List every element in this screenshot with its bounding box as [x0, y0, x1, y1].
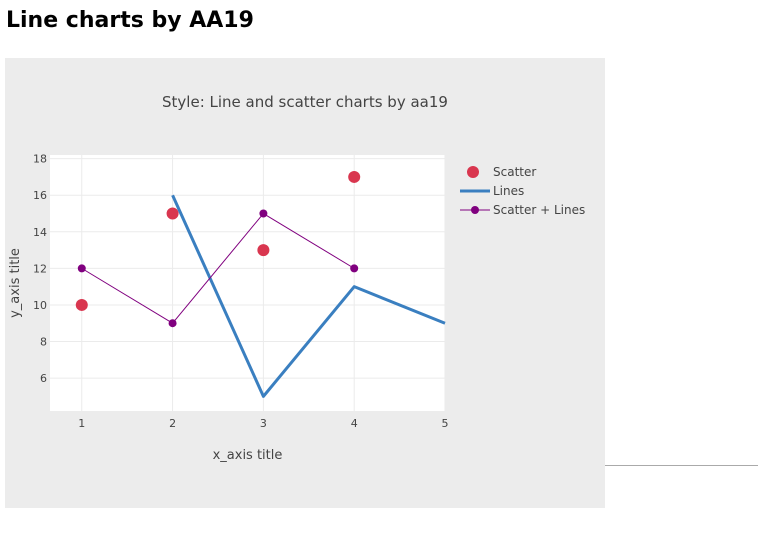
chart-title: Style: Line and scatter charts by aa19 — [162, 93, 448, 111]
series-scatter-lines — [77, 209, 359, 328]
legend-label: Scatter — [493, 165, 536, 179]
y-tick-label: 12 — [33, 262, 47, 275]
y-tick-label: 18 — [33, 153, 47, 166]
series-scatter — [75, 170, 361, 311]
data-point[interactable] — [348, 170, 361, 183]
legend[interactable]: Scatter Lines Scatter + Lines — [460, 165, 585, 217]
y-tick-label: 8 — [40, 336, 47, 349]
data-point[interactable] — [259, 209, 268, 218]
grid-lines — [50, 155, 446, 411]
series-layer — [75, 170, 446, 398]
series-lines — [171, 194, 446, 398]
y-axis-title: y_axis title — [8, 248, 23, 318]
legend-label: Scatter + Lines — [493, 203, 585, 217]
series-line — [171, 194, 446, 398]
divider-line — [605, 465, 758, 466]
legend-item[interactable]: Scatter + Lines — [460, 203, 585, 217]
data-point[interactable] — [168, 319, 177, 328]
data-point[interactable] — [166, 207, 179, 220]
plot-area — [50, 155, 445, 411]
legend-item[interactable]: Lines — [460, 184, 524, 198]
legend-swatch — [467, 166, 479, 178]
data-point[interactable] — [77, 264, 86, 273]
legend-label: Lines — [493, 184, 524, 198]
series-line — [81, 213, 355, 324]
chart-container: 1 2 3 4 5 6 8 10 12 14 16 18 Scatter Lines Scatter + … — [5, 58, 605, 508]
y-tick-label: 14 — [33, 226, 47, 239]
data-point[interactable] — [257, 244, 270, 257]
x-tick-label: 1 — [78, 417, 85, 430]
legend-item[interactable]: Scatter — [467, 165, 536, 179]
y-tick-label: 6 — [40, 372, 47, 385]
y-tick-label: 16 — [33, 189, 47, 202]
x-tick-label: 4 — [351, 417, 358, 430]
x-tick-label: 2 — [169, 417, 176, 430]
legend-swatch-marker — [471, 206, 479, 214]
y-tick-label: 10 — [33, 299, 47, 312]
page-title: Line charts by AA19 — [6, 8, 254, 33]
data-point[interactable] — [350, 264, 359, 273]
data-point[interactable] — [75, 298, 88, 311]
x-tick-label: 5 — [442, 417, 449, 430]
x-axis-title: x_axis title — [213, 448, 283, 463]
x-tick-label: 3 — [260, 417, 267, 430]
